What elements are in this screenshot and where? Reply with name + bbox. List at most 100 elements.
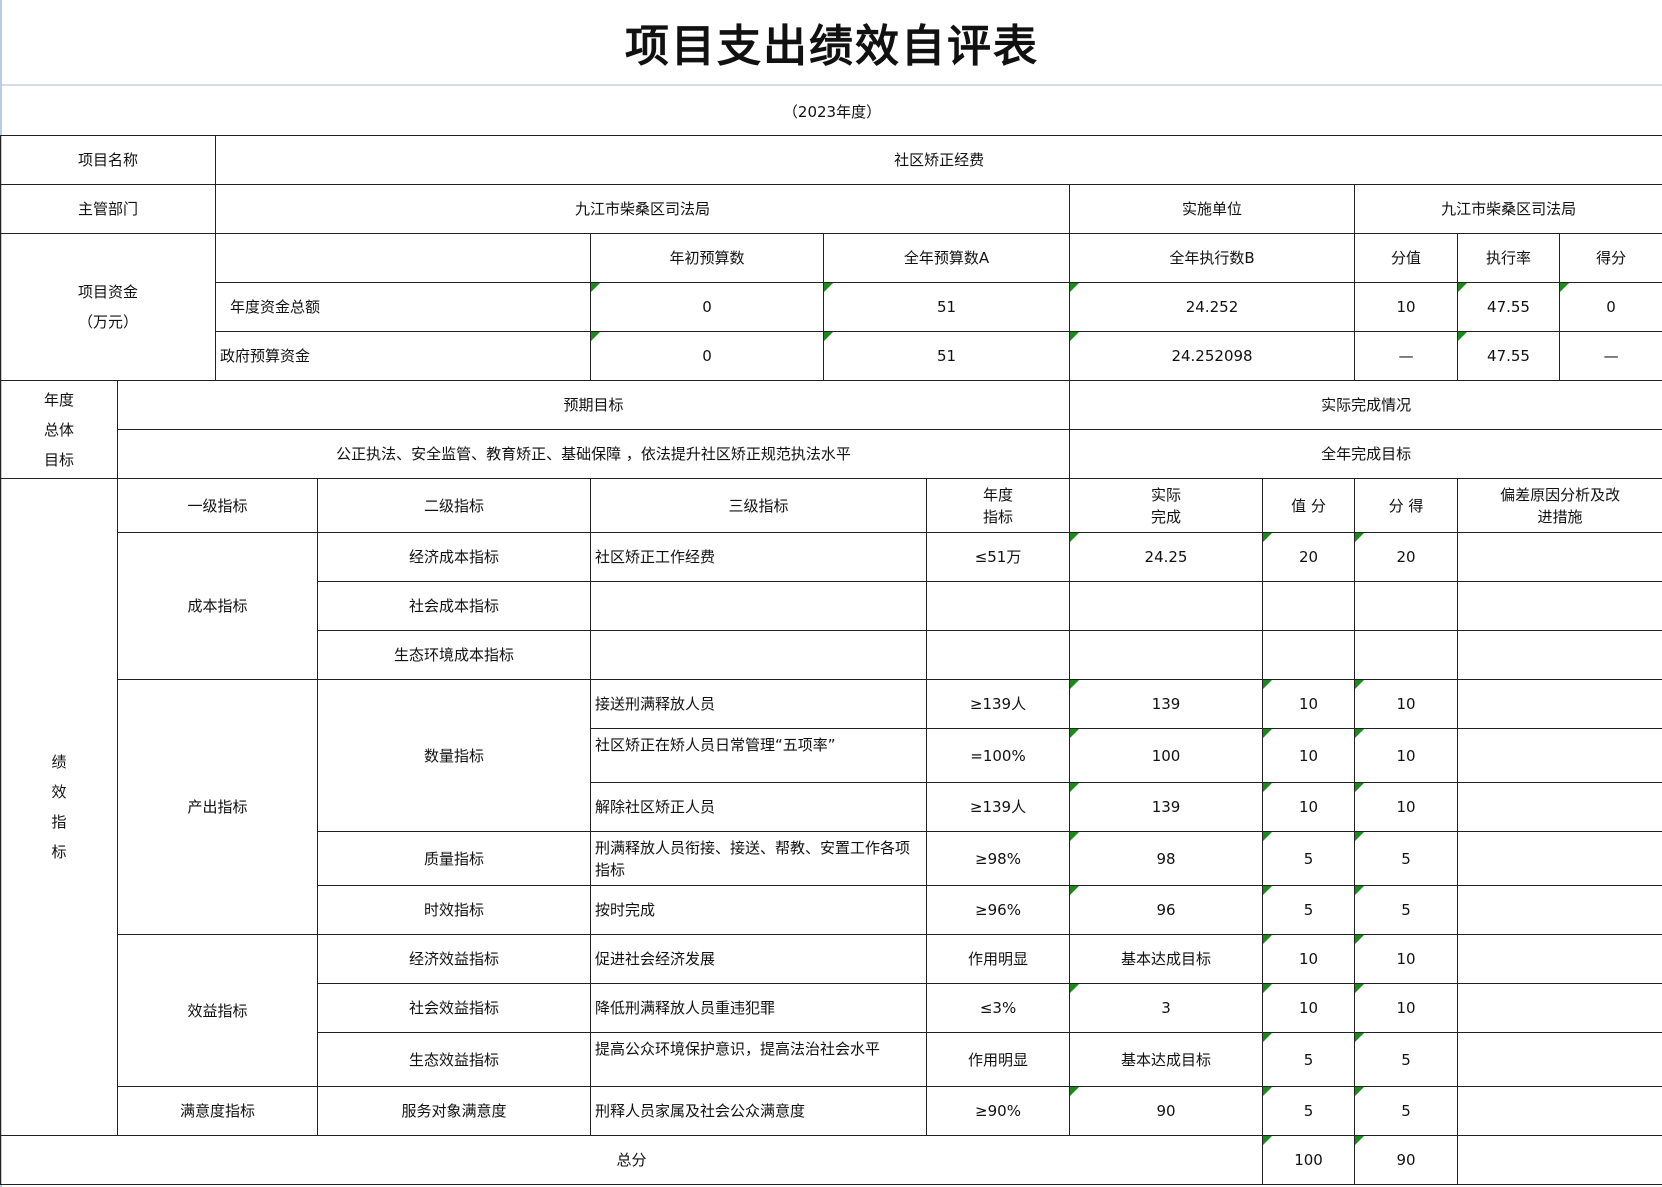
weight-value[interactable]: 10: [1262, 728, 1356, 783]
level3-indicator[interactable]: 降低刑满释放人员重违犯罪: [590, 983, 928, 1033]
deviation-analysis[interactable]: [1457, 934, 1662, 984]
actual-value[interactable]: 96: [1069, 885, 1264, 935]
expected-goal-text[interactable]: 公正执法、安全监管、教育矫正、基础保障 ，依法提升社区矫正规范执法水平: [116, 429, 1071, 479]
actual-goal-text[interactable]: 全年完成目标: [1069, 429, 1662, 479]
score-value[interactable]: 5: [1354, 1032, 1459, 1087]
level3-indicator[interactable]: 促进社会经济发展: [590, 934, 928, 984]
impl-value[interactable]: 九江市柴桑区司法局: [1354, 184, 1662, 234]
funds-initial[interactable]: 0: [590, 331, 825, 381]
annual-target[interactable]: ≥139人: [926, 679, 1071, 729]
annual-target[interactable]: [926, 581, 1071, 631]
deviation-analysis[interactable]: [1457, 782, 1662, 832]
funds-annual[interactable]: 51: [823, 331, 1071, 381]
funds-rate[interactable]: 47.55: [1457, 282, 1561, 332]
weight-value[interactable]: 5: [1262, 831, 1356, 886]
actual-value[interactable]: 98: [1069, 831, 1264, 886]
actual-value[interactable]: 139: [1069, 782, 1264, 832]
score-value[interactable]: 5: [1354, 885, 1459, 935]
score-value[interactable]: 5: [1354, 831, 1459, 886]
level3-indicator[interactable]: 接送刑满释放人员: [590, 679, 928, 729]
weight-value[interactable]: 10: [1262, 679, 1356, 729]
deviation-analysis[interactable]: [1457, 630, 1662, 680]
funds-header-row: 项目资金 （万元） 年初预算数 全年预算数A 全年执行数B 分值 执行率 得分: [0, 233, 1662, 381]
level3-indicator[interactable]: 提高公众环境保护意识，提高法治社会水平: [590, 1032, 928, 1087]
weight-value[interactable]: 5: [1262, 1032, 1356, 1087]
actual-value[interactable]: 基本达成目标: [1069, 934, 1264, 984]
score-value[interactable]: [1354, 630, 1459, 680]
weight-value[interactable]: 20: [1262, 532, 1356, 582]
deviation-analysis[interactable]: [1457, 831, 1662, 886]
actual-value[interactable]: 139: [1069, 679, 1264, 729]
level3-indicator[interactable]: [590, 630, 928, 680]
deviation-analysis[interactable]: [1457, 679, 1662, 729]
total-deviation[interactable]: [1457, 1135, 1662, 1185]
funds-score[interactable]: —: [1559, 331, 1662, 381]
total-score[interactable]: 90: [1354, 1135, 1459, 1185]
weight-value[interactable]: 5: [1262, 1086, 1356, 1136]
header-target-text: 年度指标值: [983, 486, 1014, 526]
header-score: 分 得: [1354, 478, 1459, 533]
weight-value[interactable]: 10: [1262, 934, 1356, 984]
annual-target[interactable]: =100%: [926, 728, 1071, 783]
level3-indicator[interactable]: 刑释人员家属及社会公众满意度: [590, 1086, 928, 1136]
annual-target[interactable]: 作用明显: [926, 1032, 1071, 1087]
score-value[interactable]: 10: [1354, 679, 1459, 729]
annual-target[interactable]: [926, 630, 1071, 680]
annual-target[interactable]: ≥139人: [926, 782, 1071, 832]
level3-indicator[interactable]: 解除社区矫正人员: [590, 782, 928, 832]
year-subtitle: （2023年度）: [782, 102, 882, 121]
funds-executed[interactable]: 24.252098: [1069, 331, 1356, 381]
weight-value[interactable]: [1262, 581, 1356, 631]
funds-initial[interactable]: 0: [590, 282, 825, 332]
funds-executed[interactable]: 24.252: [1069, 282, 1356, 332]
header-level1: 一级指标: [116, 478, 319, 533]
score-value[interactable]: 20: [1354, 532, 1459, 582]
actual-value[interactable]: 90: [1069, 1086, 1264, 1136]
level3-indicator[interactable]: 社区矫正在矫人员日常管理“五项率”: [590, 728, 928, 783]
score-value[interactable]: [1354, 581, 1459, 631]
level3-indicator[interactable]: 按时完成: [590, 885, 928, 935]
deviation-analysis[interactable]: [1457, 581, 1662, 631]
project-name-value[interactable]: 社区矫正经费: [215, 135, 1662, 185]
actual-value[interactable]: 24.25: [1069, 532, 1264, 582]
actual-value[interactable]: [1069, 581, 1264, 631]
weight-value[interactable]: [1262, 630, 1356, 680]
funds-weight[interactable]: 10: [1354, 282, 1459, 332]
weight-value[interactable]: 10: [1262, 983, 1356, 1033]
annual-target[interactable]: 作用明显: [926, 934, 1071, 984]
deviation-analysis[interactable]: [1457, 983, 1662, 1033]
deviation-analysis[interactable]: [1457, 885, 1662, 935]
actual-value[interactable]: 100: [1069, 728, 1264, 783]
score-value[interactable]: 5: [1354, 1086, 1459, 1136]
total-weight[interactable]: 100: [1262, 1135, 1356, 1185]
level3-indicator[interactable]: 社区矫正工作经费: [590, 532, 928, 582]
weight-value[interactable]: 5: [1262, 885, 1356, 935]
funds-row-government: 政府预算资金 0 51 24.252098 — 47.55 —: [1, 331, 1662, 381]
level3-indicator[interactable]: 刑满释放人员衔接、接送、帮教、安置工作各项指标: [590, 831, 928, 886]
level2-indicator: 数量指标: [317, 679, 592, 832]
score-value[interactable]: 10: [1354, 934, 1459, 984]
score-value[interactable]: 10: [1354, 782, 1459, 832]
deviation-analysis[interactable]: [1457, 532, 1662, 582]
actual-value[interactable]: [1069, 630, 1264, 680]
funds-annual[interactable]: 51: [823, 282, 1071, 332]
deviation-analysis[interactable]: [1457, 1086, 1662, 1136]
annual-target[interactable]: ≥96%: [926, 885, 1071, 935]
annual-target[interactable]: ≤51万: [926, 532, 1071, 582]
annual-target[interactable]: ≤3%: [926, 983, 1071, 1033]
annual-target[interactable]: ≥90%: [926, 1086, 1071, 1136]
level3-indicator[interactable]: [590, 581, 928, 631]
actual-value[interactable]: 基本达成目标: [1069, 1032, 1264, 1087]
funds-weight[interactable]: —: [1354, 331, 1459, 381]
funds-score[interactable]: 0: [1559, 282, 1662, 332]
annual-target[interactable]: ≥98%: [926, 831, 1071, 886]
actual-value[interactable]: 3: [1069, 983, 1264, 1033]
dept-value[interactable]: 九江市柴桑区司法局: [215, 184, 1071, 234]
weight-value[interactable]: 10: [1262, 782, 1356, 832]
score-value[interactable]: 10: [1354, 983, 1459, 1033]
score-value[interactable]: 10: [1354, 728, 1459, 783]
deviation-analysis[interactable]: [1457, 1032, 1662, 1087]
funds-rate[interactable]: 47.55: [1457, 331, 1561, 381]
indicator-row: 社会成本指标: [1, 581, 1662, 631]
deviation-analysis[interactable]: [1457, 728, 1662, 783]
